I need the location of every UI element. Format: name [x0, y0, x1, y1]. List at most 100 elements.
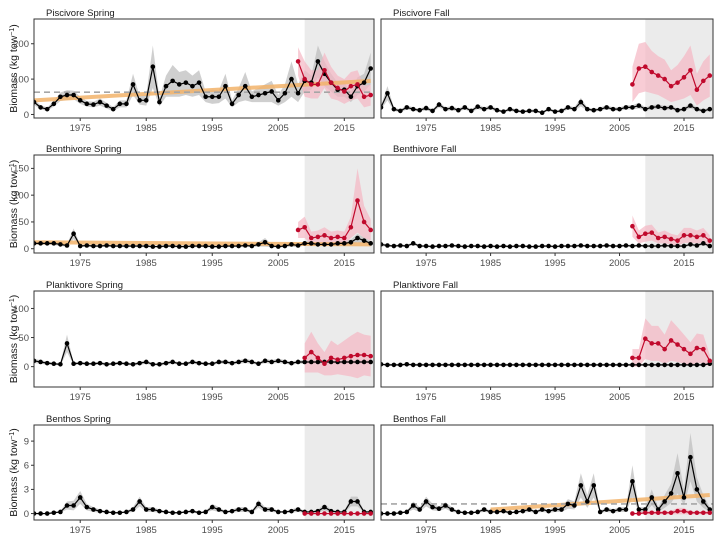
survey-point — [449, 362, 455, 368]
model-point — [355, 511, 360, 516]
survey-point — [196, 243, 202, 249]
survey-point — [170, 243, 175, 249]
survey-point — [295, 243, 301, 248]
survey-point — [591, 243, 597, 249]
survey-point — [51, 510, 57, 516]
survey-point — [249, 359, 255, 365]
survey-point — [565, 105, 571, 110]
survey-point — [443, 243, 448, 249]
survey-point — [507, 362, 513, 368]
survey-point — [456, 243, 461, 249]
survey-point — [348, 239, 354, 245]
panel-plot-area — [381, 155, 713, 253]
survey-point — [623, 362, 629, 368]
survey-point — [649, 495, 655, 500]
survey-point — [71, 361, 76, 367]
survey-point — [190, 243, 195, 249]
survey-point — [110, 243, 116, 249]
survey-point — [91, 102, 96, 107]
survey-point — [355, 235, 360, 241]
survey-point — [242, 358, 248, 364]
survey-point — [295, 507, 301, 512]
survey-point — [655, 362, 661, 368]
x-tick-label: 1975 — [416, 123, 437, 134]
survey-point — [546, 508, 551, 514]
x-tick-label: 2015 — [673, 258, 694, 269]
model-point — [328, 355, 334, 361]
survey-point — [591, 107, 597, 113]
panel-plot-area — [34, 425, 374, 520]
model-point — [668, 510, 674, 516]
survey-point — [636, 362, 642, 368]
survey-point — [289, 360, 294, 366]
survey-point — [430, 362, 435, 368]
survey-point — [262, 90, 268, 96]
survey-point — [539, 362, 545, 368]
survey-point — [681, 243, 687, 249]
panel-plot-area — [34, 291, 374, 387]
x-tick-label: 2005 — [609, 123, 630, 134]
survey-point — [578, 483, 584, 488]
model-point — [335, 357, 340, 362]
panel-planktivore-fall: Planktivore Fall 1975 1985 1995 2005 2015 — [380, 280, 714, 403]
survey-point — [110, 510, 116, 516]
survey-point — [368, 241, 373, 246]
panel-plot-area — [381, 425, 713, 520]
survey-point — [617, 507, 622, 512]
survey-point — [51, 241, 57, 246]
survey-point — [150, 244, 156, 249]
survey-point — [494, 107, 500, 113]
survey-point — [97, 508, 103, 514]
survey-point — [163, 243, 169, 249]
survey-point — [157, 99, 162, 105]
x-tick-label: 1985 — [136, 525, 157, 536]
y-axis-label: Biomass (kg tow−1) — [8, 160, 20, 249]
survey-line — [34, 232, 371, 248]
survey-point — [282, 90, 288, 96]
survey-point — [610, 362, 616, 368]
survey-point — [462, 362, 468, 368]
survey-point — [335, 241, 340, 246]
survey-point — [150, 64, 156, 70]
survey-point — [223, 509, 228, 515]
survey-point — [643, 243, 648, 249]
survey-point — [526, 108, 532, 114]
survey-point — [584, 243, 590, 249]
panel-benthivore-fall: Benthivore Fall 1975 1985 1995 2005 2015 — [380, 144, 714, 269]
survey-point — [398, 243, 403, 248]
survey-point — [368, 66, 373, 71]
survey-point — [617, 106, 622, 112]
model-ribbon — [298, 168, 371, 245]
survey-point — [368, 359, 373, 365]
survey-point — [229, 243, 235, 249]
survey-point — [236, 243, 241, 249]
survey-point — [423, 243, 429, 249]
survey-point — [203, 509, 208, 515]
survey-point — [104, 509, 109, 515]
model-point — [636, 355, 642, 361]
survey-point — [507, 244, 513, 249]
survey-point — [124, 243, 129, 249]
survey-point — [275, 98, 281, 103]
survey-point — [34, 241, 37, 246]
survey-point — [236, 507, 241, 512]
x-tick-label: 1975 — [416, 258, 437, 269]
survey-point — [385, 90, 390, 96]
survey-point — [514, 108, 519, 114]
survey-point — [256, 501, 261, 507]
model-point — [361, 352, 367, 358]
survey-point — [533, 509, 539, 515]
panel-border — [380, 290, 714, 388]
survey-point — [462, 510, 468, 516]
survey-point — [117, 101, 123, 107]
survey-point — [289, 76, 294, 82]
survey-point — [655, 507, 661, 512]
x-tick-label: 1985 — [136, 123, 157, 134]
model-point — [322, 511, 327, 516]
model-point — [315, 355, 321, 361]
survey-point — [97, 99, 103, 105]
survey-point — [289, 508, 294, 514]
panel-planktivore-spring: Planktivore Spring 0 50 100 1975 1985 1995 2005… — [13, 280, 375, 403]
survey-point — [143, 359, 149, 365]
survey-point — [242, 83, 248, 89]
